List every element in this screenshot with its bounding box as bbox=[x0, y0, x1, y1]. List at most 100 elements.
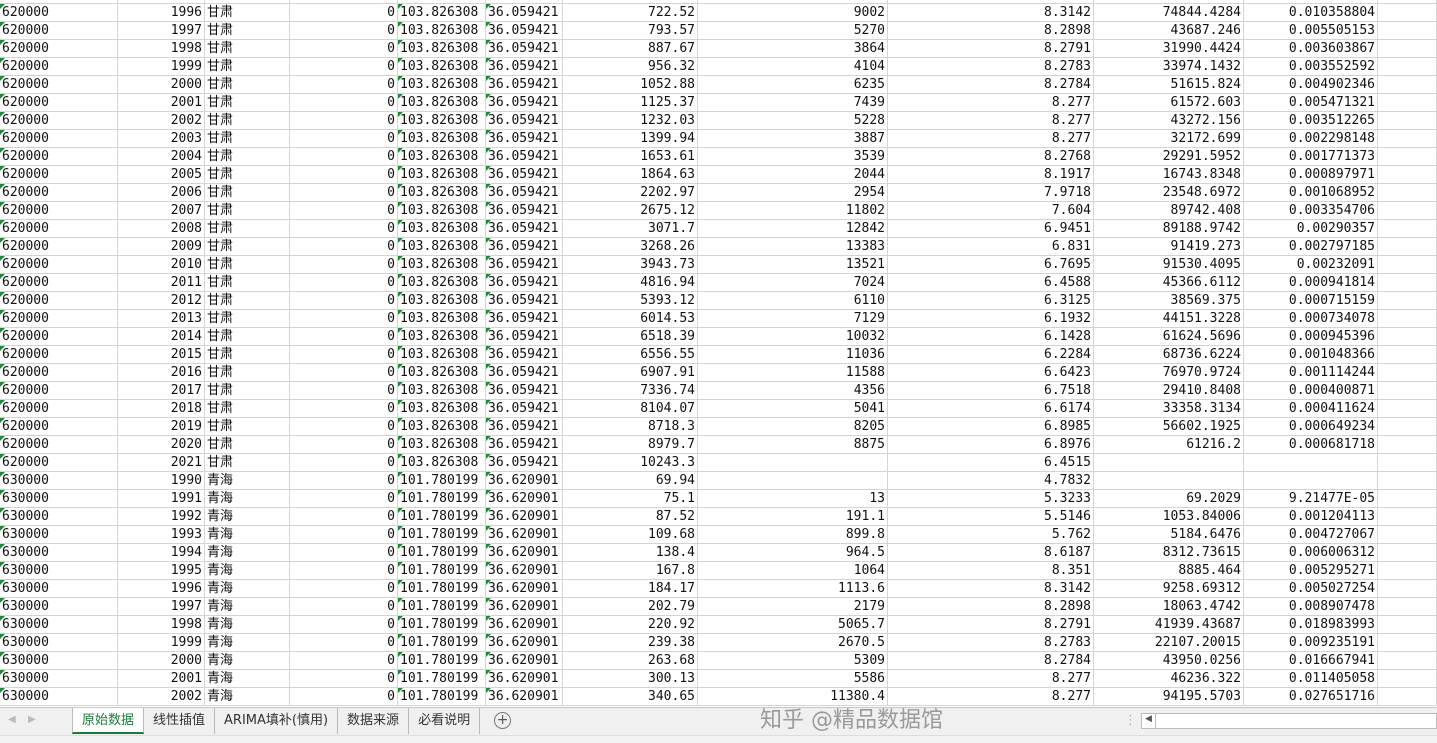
cell-value-k[interactable]: 0.003512265 bbox=[1244, 112, 1378, 130]
cell-value-k[interactable]: 0.004902346 bbox=[1244, 76, 1378, 94]
cell-latitude[interactable]: 36.059421 bbox=[486, 346, 563, 364]
cell-latitude[interactable]: 36.059421 bbox=[486, 364, 563, 382]
cell-province[interactable]: 甘肃 bbox=[205, 382, 290, 400]
cell-province[interactable]: 青海 bbox=[205, 526, 290, 544]
cell-region-code[interactable]: 620000 bbox=[0, 454, 118, 472]
cell-value-k[interactable]: 0.018983993 bbox=[1244, 616, 1378, 634]
cell-empty[interactable] bbox=[1378, 220, 1437, 238]
cell-value-j[interactable]: 8312.73615 bbox=[1094, 544, 1244, 562]
cell-value-h[interactable]: 964.5 bbox=[698, 544, 888, 562]
cell-empty[interactable] bbox=[1378, 454, 1437, 472]
cell-value-j[interactable]: 32172.699 bbox=[1094, 130, 1244, 148]
cell-value-k[interactable]: 0.000681718 bbox=[1244, 436, 1378, 454]
cell-year[interactable]: 2014 bbox=[118, 328, 205, 346]
cell-value-h[interactable]: 11588 bbox=[698, 364, 888, 382]
cell-latitude[interactable]: 36.059421 bbox=[486, 202, 563, 220]
cell[interactable] bbox=[888, 0, 1094, 4]
cell-empty[interactable] bbox=[1378, 76, 1437, 94]
cell-value-h[interactable]: 5586 bbox=[698, 670, 888, 688]
cell-value-j[interactable]: 29410.8408 bbox=[1094, 382, 1244, 400]
cell-empty[interactable] bbox=[1378, 688, 1437, 706]
splitter-handle[interactable]: ⋮ bbox=[1124, 713, 1137, 728]
cell-flag[interactable]: 0 bbox=[290, 490, 398, 508]
cell-value-h[interactable]: 5041 bbox=[698, 400, 888, 418]
cell-region-code[interactable]: 620000 bbox=[0, 184, 118, 202]
cell-longitude[interactable]: 103.826308 bbox=[398, 238, 486, 256]
cell-flag[interactable]: 0 bbox=[290, 184, 398, 202]
cell-province[interactable]: 青海 bbox=[205, 688, 290, 706]
cell-longitude[interactable]: 101.780199 bbox=[398, 670, 486, 688]
cell-value-j[interactable]: 43950.0256 bbox=[1094, 652, 1244, 670]
cell-longitude[interactable]: 103.826308 bbox=[398, 130, 486, 148]
cell-latitude[interactable]: 36.620901 bbox=[486, 598, 563, 616]
cell-province[interactable]: 青海 bbox=[205, 652, 290, 670]
cell-longitude[interactable]: 103.826308 bbox=[398, 328, 486, 346]
cell-value-j[interactable]: 23548.6972 bbox=[1094, 184, 1244, 202]
cell-value-g[interactable]: 6518.39 bbox=[563, 328, 698, 346]
cell-longitude[interactable]: 101.780199 bbox=[398, 598, 486, 616]
cell-flag[interactable]: 0 bbox=[290, 274, 398, 292]
cell-longitude[interactable]: 103.826308 bbox=[398, 76, 486, 94]
cell-value-h[interactable] bbox=[698, 454, 888, 472]
cell-region-code[interactable]: 620000 bbox=[0, 4, 118, 22]
cell-flag[interactable]: 0 bbox=[290, 544, 398, 562]
cell-value-k[interactable]: 0.000649234 bbox=[1244, 418, 1378, 436]
cell-value-i[interactable]: 8.2783 bbox=[888, 58, 1094, 76]
cell-latitude[interactable]: 36.059421 bbox=[486, 94, 563, 112]
cell-region-code[interactable]: 630000 bbox=[0, 670, 118, 688]
cell-year[interactable]: 2018 bbox=[118, 400, 205, 418]
cell-latitude[interactable]: 36.059421 bbox=[486, 400, 563, 418]
cell-flag[interactable]: 0 bbox=[290, 382, 398, 400]
cell-flag[interactable]: 0 bbox=[290, 508, 398, 526]
cell-longitude[interactable]: 101.780199 bbox=[398, 544, 486, 562]
cell-empty[interactable] bbox=[1378, 310, 1437, 328]
cell-region-code[interactable]: 630000 bbox=[0, 544, 118, 562]
cell-value-h[interactable]: 899.8 bbox=[698, 526, 888, 544]
cell-region-code[interactable]: 630000 bbox=[0, 652, 118, 670]
cell-value-g[interactable]: 1653.61 bbox=[563, 148, 698, 166]
cell-value-h[interactable]: 12842 bbox=[698, 220, 888, 238]
cell-year[interactable]: 2007 bbox=[118, 202, 205, 220]
cell-value-g[interactable]: 6907.91 bbox=[563, 364, 698, 382]
cell-year[interactable]: 2020 bbox=[118, 436, 205, 454]
cell-year[interactable]: 1996 bbox=[118, 580, 205, 598]
cell-value-k[interactable]: 0.001048366 bbox=[1244, 346, 1378, 364]
cell-province[interactable]: 甘肃 bbox=[205, 364, 290, 382]
cell-value-j[interactable]: 31990.4424 bbox=[1094, 40, 1244, 58]
cell-region-code[interactable]: 620000 bbox=[0, 94, 118, 112]
cell-value-k[interactable]: 0.002298148 bbox=[1244, 130, 1378, 148]
cell-region-code[interactable]: 620000 bbox=[0, 148, 118, 166]
cell-value-k[interactable]: 0.027651716 bbox=[1244, 688, 1378, 706]
cell-province[interactable]: 甘肃 bbox=[205, 4, 290, 22]
cell-longitude[interactable]: 103.826308 bbox=[398, 436, 486, 454]
cell-value-j[interactable]: 45366.6112 bbox=[1094, 274, 1244, 292]
cell-empty[interactable] bbox=[1378, 364, 1437, 382]
cell-value-h[interactable]: 2044 bbox=[698, 166, 888, 184]
cell-year[interactable]: 1990 bbox=[118, 472, 205, 490]
cell-empty[interactable] bbox=[1378, 130, 1437, 148]
cell-region-code[interactable]: 620000 bbox=[0, 238, 118, 256]
cell-value-g[interactable]: 7336.74 bbox=[563, 382, 698, 400]
cell-latitude[interactable]: 36.059421 bbox=[486, 310, 563, 328]
cell-province[interactable]: 甘肃 bbox=[205, 274, 290, 292]
cell-longitude[interactable]: 103.826308 bbox=[398, 364, 486, 382]
cell-longitude[interactable]: 103.826308 bbox=[398, 220, 486, 238]
cell-value-g[interactable]: 75.1 bbox=[563, 490, 698, 508]
cell-value-g[interactable]: 1052.88 bbox=[563, 76, 698, 94]
cell-latitude[interactable]: 36.620901 bbox=[486, 616, 563, 634]
cell-value-j[interactable]: 61572.603 bbox=[1094, 94, 1244, 112]
cell-province[interactable]: 甘肃 bbox=[205, 40, 290, 58]
cell-province[interactable]: 甘肃 bbox=[205, 454, 290, 472]
cell-region-code[interactable]: 630000 bbox=[0, 688, 118, 706]
cell-empty[interactable] bbox=[1378, 40, 1437, 58]
cell-value-k[interactable]: 0.004727067 bbox=[1244, 526, 1378, 544]
cell-longitude[interactable]: 103.826308 bbox=[398, 202, 486, 220]
cell-latitude[interactable]: 36.620901 bbox=[486, 688, 563, 706]
cell-province[interactable]: 青海 bbox=[205, 544, 290, 562]
cell-flag[interactable]: 0 bbox=[290, 76, 398, 94]
cell-longitude[interactable]: 101.780199 bbox=[398, 580, 486, 598]
cell-value-i[interactable]: 8.3142 bbox=[888, 580, 1094, 598]
cell-value-h[interactable]: 3864 bbox=[698, 40, 888, 58]
cell-value-g[interactable]: 1125.37 bbox=[563, 94, 698, 112]
cell-value-g[interactable]: 887.67 bbox=[563, 40, 698, 58]
